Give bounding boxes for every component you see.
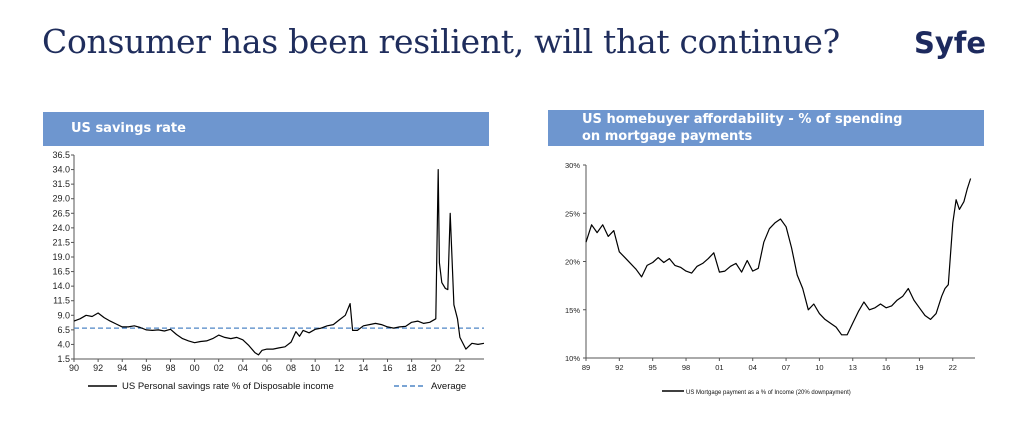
savings-y-tick-label: 29.0	[52, 194, 70, 204]
right-chart-title-line-1: US homebuyer affordability - % of spendi…	[582, 112, 903, 127]
left-chart-header: US savings rate	[43, 112, 489, 146]
affordability-x-tick-label: 98	[682, 363, 690, 372]
savings-x-tick-label: 14	[358, 363, 368, 373]
right-chart-title-line-2: on mortgage payments	[582, 129, 753, 144]
affordability-y-tick-label: 15%	[565, 306, 580, 315]
savings-x-tick-label: 92	[93, 363, 103, 373]
savings-y-tick-label: 21.5	[52, 237, 70, 247]
affordability-x-tick-label: 89	[582, 363, 590, 372]
affordability-series-line	[585, 178, 972, 336]
savings-y-tick-label: 4.0	[57, 339, 70, 349]
savings-y-tick-label: 6.5	[57, 325, 70, 335]
savings-x-tick-label: 98	[165, 363, 175, 373]
affordability-y-tick-label: 20%	[565, 258, 580, 267]
affordability-x-tick-label: 92	[615, 363, 623, 372]
savings-y-tick-label: 31.5	[52, 179, 70, 189]
savings-x-tick-label: 00	[190, 363, 200, 373]
affordability-y-tick-label: 10%	[565, 354, 580, 363]
left-chart-title: US savings rate	[71, 121, 186, 136]
savings-x-tick-label: 02	[214, 363, 224, 373]
affordability-x-tick-label: 10	[815, 363, 823, 372]
savings-x-tick-label: 96	[141, 363, 151, 373]
savings-x-tick-label: 04	[238, 363, 248, 373]
savings-y-tick-label: 36.5	[52, 150, 70, 160]
savings-y-tick-label: 19.0	[52, 252, 70, 262]
savings-x-tick-label: 16	[383, 363, 393, 373]
affordability-x-tick-label: 19	[915, 363, 923, 372]
brand-logo: Syfe	[914, 26, 987, 60]
savings-y-tick-label: 11.5	[53, 296, 70, 306]
affordability-x-tick-label: 95	[649, 363, 657, 372]
affordability-legend-label: US Mortgage payment as a % of Income (20…	[686, 390, 851, 396]
affordability-x-tick-label: 07	[782, 363, 790, 372]
savings-y-tick-label: 1.5	[57, 354, 70, 364]
affordability-x-tick-label: 01	[715, 363, 723, 372]
savings-x-tick-label: 22	[455, 363, 465, 373]
savings-y-tick-label: 24.0	[52, 223, 70, 233]
affordability-x-tick-label: 13	[849, 363, 857, 372]
savings-x-tick-label: 94	[117, 363, 127, 373]
affordability-x-tick-label: 22	[949, 363, 957, 372]
savings-x-tick-label: 10	[310, 363, 320, 373]
right-chart-header: US homebuyer affordability - % of spendi…	[548, 110, 984, 146]
savings-legend-average-label: Average	[431, 381, 466, 392]
savings-y-tick-label: 14.0	[52, 281, 70, 291]
savings-x-tick-label: 90	[69, 363, 79, 373]
savings-x-tick-label: 20	[431, 363, 441, 373]
savings-y-tick-label: 34.0	[52, 165, 70, 175]
slide-title: Consumer has been resilient, will that c…	[42, 22, 840, 61]
savings-y-tick-label: 16.5	[52, 267, 70, 277]
affordability-y-tick-label: 25%	[565, 209, 580, 218]
savings-x-tick-label: 08	[286, 363, 296, 373]
savings-x-tick-label: 06	[262, 363, 272, 373]
affordability-x-tick-label: 16	[882, 363, 890, 372]
savings-y-tick-label: 26.5	[52, 208, 70, 218]
savings-y-tick-label: 9.0	[57, 310, 70, 320]
savings-x-tick-label: 12	[334, 363, 344, 373]
savings-x-tick-label: 18	[407, 363, 417, 373]
affordability-x-tick-label: 04	[749, 363, 757, 372]
savings-legend-label: US Personal savings rate % of Disposable…	[122, 381, 334, 392]
affordability-y-tick-label: 30%	[565, 161, 580, 170]
savings-series-line	[73, 169, 485, 356]
